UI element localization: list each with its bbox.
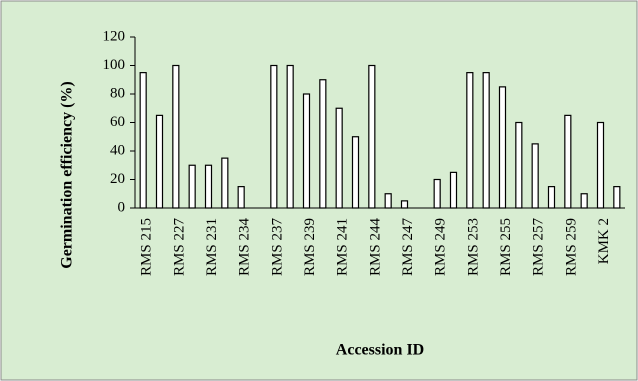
x-tick-label: RMS 253 — [465, 218, 481, 276]
bar — [319, 79, 327, 209]
bar — [237, 186, 245, 209]
bar — [596, 121, 605, 209]
x-tick-label: RMS 237 — [269, 218, 285, 276]
y-tick-label: 120 — [103, 28, 126, 44]
bar — [515, 121, 523, 209]
bar — [498, 86, 507, 209]
y-axis-title: Germination efficiency (%) — [59, 81, 76, 269]
x-tick-label: RMS 234 — [237, 218, 253, 276]
bar — [433, 178, 441, 209]
bar — [335, 107, 343, 209]
y-tick-label: 100 — [103, 57, 126, 73]
x-tick-label: RMS 244 — [367, 218, 383, 276]
bar — [466, 72, 474, 209]
bar — [221, 157, 229, 209]
y-tick-label: 20 — [110, 171, 125, 187]
bar — [155, 114, 164, 209]
y-tick-label: 40 — [110, 142, 125, 158]
bar — [302, 93, 311, 209]
bar — [270, 64, 278, 209]
x-tick-label: RMS 259 — [563, 218, 579, 276]
x-tick-label: RMS 231 — [204, 218, 220, 276]
x-tick-label: RMS 241 — [335, 218, 351, 276]
bar — [351, 136, 360, 209]
y-tick-label: 60 — [110, 114, 125, 130]
x-tick-label: KMK 2 — [596, 218, 612, 264]
bar — [449, 171, 458, 209]
bar — [368, 64, 376, 209]
x-tick-label: RMS 239 — [302, 218, 318, 276]
bar — [139, 72, 147, 209]
bar — [286, 64, 294, 209]
bar — [580, 193, 588, 209]
x-tick-label: RMS 215 — [139, 218, 155, 276]
x-tick-label: RMS 255 — [498, 218, 514, 276]
x-tick-label: RMS 247 — [400, 218, 416, 276]
bar — [547, 186, 556, 209]
bar — [482, 72, 490, 209]
bar — [613, 186, 621, 209]
bar — [384, 193, 392, 209]
bar — [531, 143, 539, 209]
bar — [188, 164, 196, 209]
y-tick-label: 80 — [110, 85, 125, 101]
bar — [564, 114, 572, 209]
x-axis-title: Accession ID — [336, 342, 424, 359]
bar — [172, 64, 180, 209]
x-tick-label: RMS 257 — [531, 218, 547, 276]
x-tick-label: RMS 249 — [433, 218, 449, 276]
bar — [204, 164, 213, 209]
bar — [400, 200, 409, 209]
y-tick-label: 0 — [118, 199, 126, 215]
x-tick-label: RMS 227 — [171, 218, 187, 276]
